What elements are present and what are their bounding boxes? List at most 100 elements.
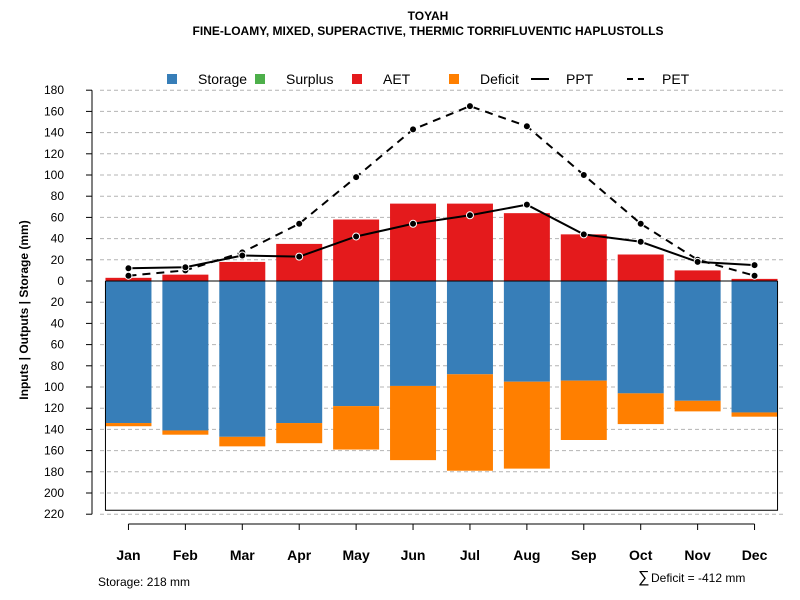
deficit-bar bbox=[617, 393, 664, 425]
x-tick-label: Nov bbox=[684, 547, 711, 563]
ppt-point bbox=[295, 252, 304, 261]
storage-bar bbox=[674, 281, 721, 401]
gridlines bbox=[100, 89, 783, 515]
aet-bar bbox=[219, 261, 266, 281]
pet-point bbox=[465, 102, 474, 111]
deficit-bar bbox=[333, 406, 380, 450]
y-tick-label: 20 bbox=[51, 253, 65, 267]
ppt-point bbox=[693, 257, 702, 266]
ppt-point bbox=[409, 219, 418, 228]
aet-bar bbox=[617, 254, 664, 281]
storage-bar bbox=[333, 281, 380, 407]
aet-bar bbox=[276, 243, 323, 281]
x-tick-label: Feb bbox=[173, 547, 198, 563]
ppt-point bbox=[750, 261, 759, 270]
chart-subtitle: FINE-LOAMY, MIXED, SUPERACTIVE, THERMIC … bbox=[193, 24, 664, 38]
storage-bar bbox=[446, 281, 493, 375]
x-tick-label: Jan bbox=[116, 547, 140, 563]
bars bbox=[104, 203, 779, 511]
x-tick-label: Mar bbox=[230, 547, 255, 563]
y-tick-label: 80 bbox=[51, 359, 65, 373]
storage-bar bbox=[276, 281, 323, 424]
storage-bar bbox=[390, 281, 437, 386]
y-tick-label: 160 bbox=[44, 444, 64, 458]
pet-line bbox=[128, 105, 755, 277]
deficit-annotation: Deficit = -412 mm bbox=[651, 571, 745, 585]
legend-label: AET bbox=[383, 71, 411, 87]
y-tick-label: 200 bbox=[44, 486, 64, 500]
legend-label: PPT bbox=[566, 71, 594, 87]
storage-capacity-outline bbox=[104, 281, 779, 511]
deficit-bar bbox=[162, 430, 209, 435]
surplus-legend-swatch bbox=[255, 74, 265, 84]
ppt-point bbox=[238, 251, 247, 260]
pet-point bbox=[124, 271, 133, 280]
ppt-point bbox=[352, 232, 361, 241]
legend-label: Deficit bbox=[480, 71, 519, 87]
x-tick-label: Jun bbox=[401, 547, 426, 563]
lines bbox=[124, 102, 759, 280]
deficit-bar bbox=[276, 423, 323, 444]
deficit-bar bbox=[105, 423, 152, 427]
storage-bar bbox=[503, 281, 550, 382]
deficit-bar bbox=[731, 412, 778, 417]
deficit-bar bbox=[503, 381, 550, 469]
x-tick-label: Jul bbox=[460, 547, 480, 563]
aet-bar bbox=[503, 213, 550, 281]
legend-label: Storage bbox=[198, 71, 247, 87]
deficit-bar bbox=[446, 374, 493, 471]
y-tick-label: 180 bbox=[44, 83, 64, 97]
y-tick-label: 0 bbox=[57, 274, 64, 288]
aet-bar bbox=[162, 274, 209, 281]
legend-label: PET bbox=[662, 71, 690, 87]
deficit-bar bbox=[560, 380, 607, 440]
storage-annotation: Storage: 218 mm bbox=[98, 575, 190, 589]
y-tick-label: 120 bbox=[44, 401, 64, 415]
y-tick-label: 80 bbox=[51, 189, 65, 203]
ppt-point bbox=[124, 264, 133, 273]
deficit-legend-swatch bbox=[449, 74, 459, 84]
y-tick-label: 100 bbox=[44, 168, 64, 182]
x-axis: Jan Feb Mar Apr May Jun Jul Aug Sep Oct Nov Dec bbox=[116, 523, 768, 563]
y-axis-label: Inputs | Outputs | Storage (mm) bbox=[17, 220, 31, 399]
ppt-point bbox=[522, 200, 531, 209]
ppt-point bbox=[465, 211, 474, 220]
y-tick-label: 20 bbox=[51, 295, 65, 309]
x-tick-label: May bbox=[343, 547, 370, 563]
y-axis: 1801601401201008060402002040608010012014… bbox=[44, 83, 93, 521]
y-tick-label: 100 bbox=[44, 380, 64, 394]
chart-title: TOYAH bbox=[408, 9, 449, 23]
storage-bar bbox=[105, 281, 152, 424]
storage-legend-swatch bbox=[167, 74, 177, 84]
ppt-point bbox=[181, 263, 190, 272]
x-tick-label: Aug bbox=[513, 547, 540, 563]
aet-bar bbox=[390, 203, 437, 281]
x-tick-label: Oct bbox=[629, 547, 653, 563]
x-tick-label: Sep bbox=[571, 547, 597, 563]
pet-point bbox=[750, 271, 759, 280]
y-tick-label: 140 bbox=[44, 126, 64, 140]
ppt-line bbox=[128, 203, 755, 270]
pet-point bbox=[636, 219, 645, 228]
y-tick-label: 60 bbox=[51, 210, 65, 224]
aet-bar bbox=[333, 219, 380, 281]
pet-point bbox=[295, 219, 304, 228]
deficit-bar bbox=[390, 385, 437, 461]
y-tick-label: 60 bbox=[51, 338, 65, 352]
legend-label: Surplus bbox=[286, 71, 333, 87]
y-tick-label: 40 bbox=[51, 232, 65, 246]
storage-bar bbox=[731, 281, 778, 413]
pet-point bbox=[352, 173, 361, 182]
storage-bar bbox=[560, 281, 607, 381]
ppt-point bbox=[579, 230, 588, 239]
legend: Storage Surplus AET Deficit PPT PET bbox=[167, 71, 690, 87]
pet-point bbox=[522, 122, 531, 131]
deficit-bar bbox=[674, 400, 721, 412]
sum-icon: ∑ bbox=[638, 569, 649, 586]
y-tick-label: 140 bbox=[44, 422, 64, 436]
y-tick-label: 160 bbox=[44, 104, 64, 118]
aet-bar bbox=[731, 278, 778, 281]
ppt-point bbox=[636, 237, 645, 246]
y-tick-label: 120 bbox=[44, 147, 64, 161]
y-tick-label: 40 bbox=[51, 316, 65, 330]
